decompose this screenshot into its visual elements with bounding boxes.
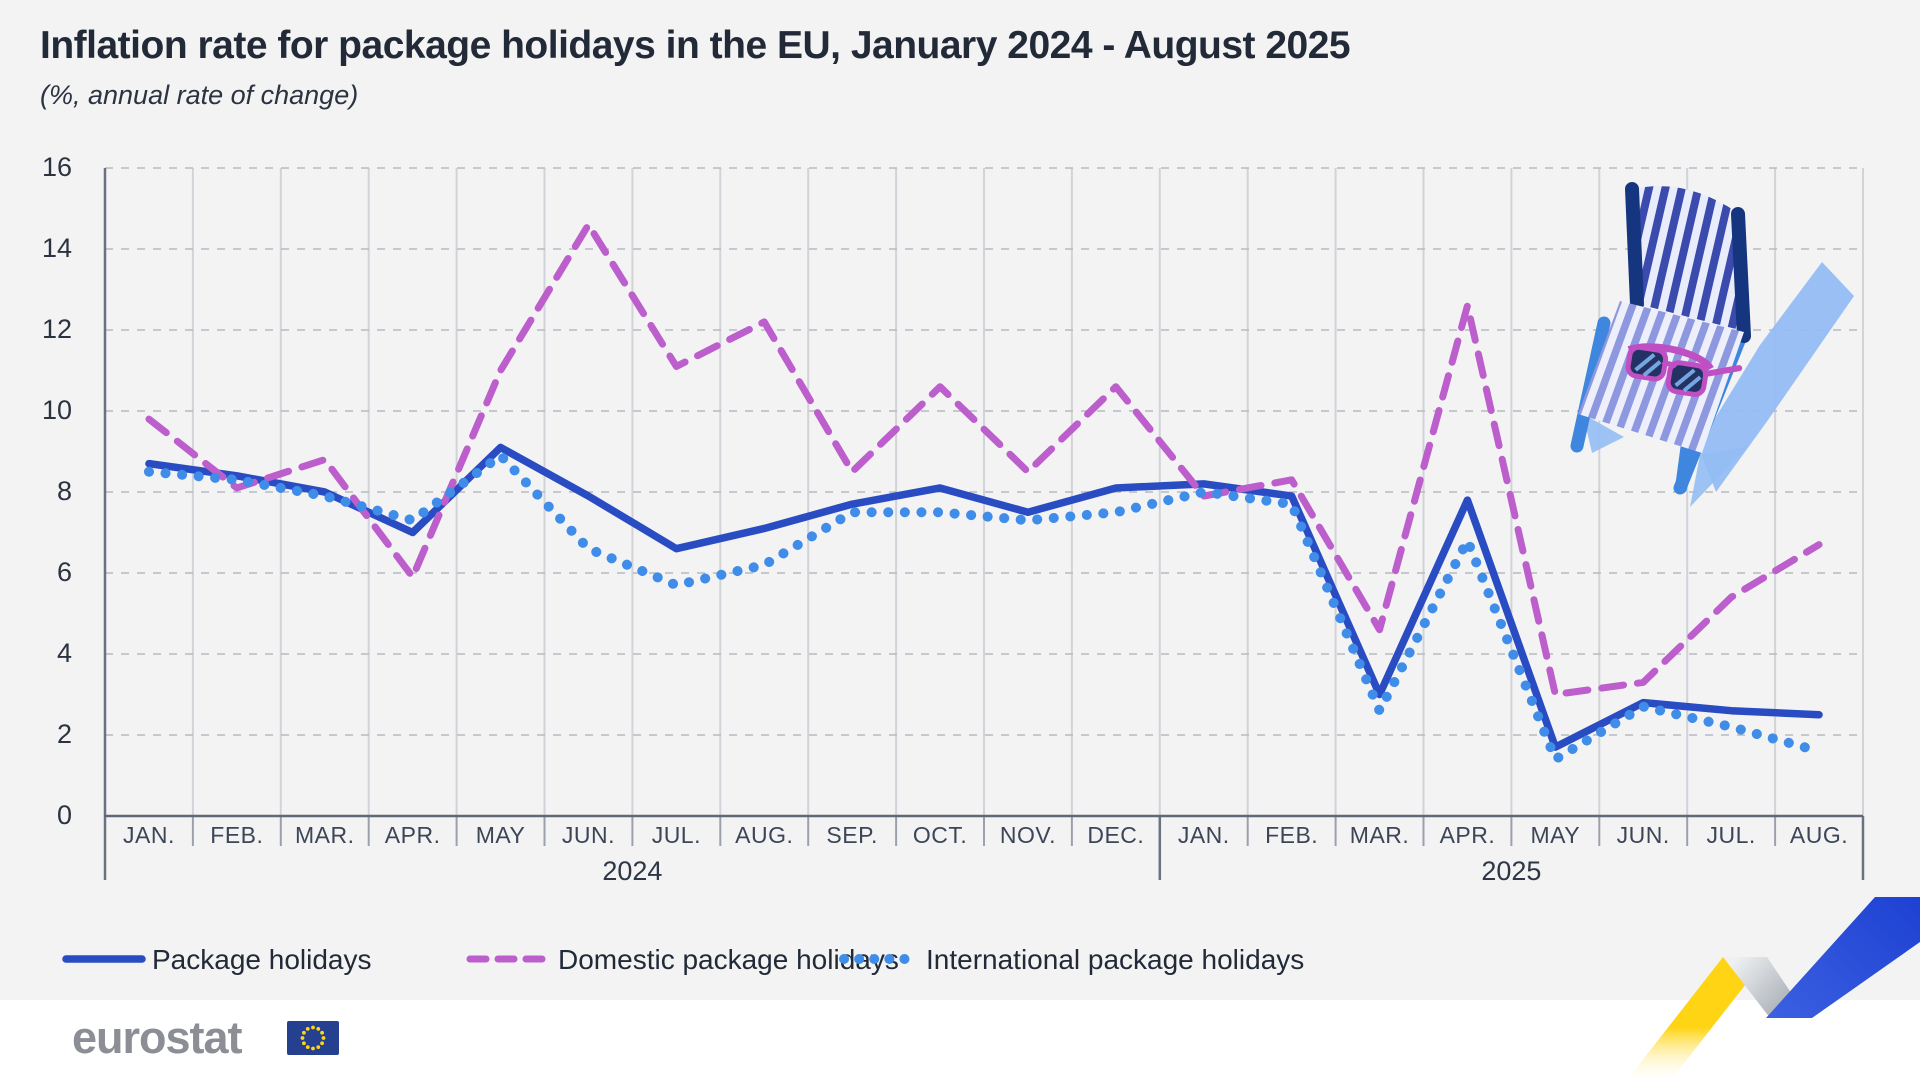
y-axis-label: 16	[41, 152, 72, 182]
month-label: APR.	[1439, 822, 1496, 848]
month-label: JAN.	[123, 822, 175, 848]
y-axis-label: 0	[56, 800, 72, 830]
series-line-dashed	[145, 221, 1823, 698]
eu-flag-star	[320, 1030, 324, 1035]
month-label: JUL.	[651, 822, 701, 848]
y-axis-label: 2	[56, 719, 72, 749]
month-label: JUL.	[1706, 822, 1756, 848]
month-label: DEC.	[1087, 822, 1145, 848]
eu-flag-star	[302, 1041, 306, 1046]
month-label: FEB.	[1265, 822, 1319, 848]
chair-rails	[1625, 182, 1751, 343]
month-label: MAY	[1530, 822, 1581, 848]
chart-subtitle: (%, annual rate of change)	[40, 80, 359, 110]
month-label: MAR.	[294, 822, 355, 848]
year-label: 2024	[602, 856, 663, 886]
month-label: OCT.	[912, 822, 968, 848]
month-label: MAY	[475, 822, 526, 848]
legend-line-solid	[62, 955, 146, 963]
eu-flag-star	[300, 1036, 305, 1040]
month-label: AUG.	[735, 822, 794, 848]
eu-flag-star	[316, 1027, 321, 1031]
eu-flag-star	[305, 1045, 310, 1049]
month-label: JAN.	[1177, 822, 1230, 848]
year-label: 2025	[1481, 856, 1542, 886]
month-label: FEB.	[210, 822, 264, 848]
eu-flag-star	[311, 1046, 315, 1051]
y-axis-label: 8	[56, 476, 72, 506]
chart-title: Inflation rate for package holidays in t…	[40, 24, 1351, 67]
y-axis-label: 10	[41, 395, 72, 425]
sunglasses-icon	[1625, 343, 1743, 397]
eurostat-logo-text: eurostat	[72, 1012, 243, 1063]
legend-label-package: Package holidays	[152, 944, 372, 975]
month-label: APR.	[384, 822, 441, 848]
month-label: SEP.	[826, 822, 878, 848]
month-label: JUN.	[561, 822, 615, 848]
month-label: NOV.	[999, 822, 1056, 848]
series-line-solid	[145, 443, 1823, 751]
eu-flag-star	[311, 1025, 315, 1030]
legend-line-dotted	[839, 954, 920, 964]
eu-flag-star	[320, 1041, 324, 1046]
eu-flag-icon	[287, 1021, 339, 1055]
eu-flag-star	[316, 1045, 321, 1049]
legend-line-dashed	[466, 955, 550, 963]
eu-flag-star	[302, 1030, 306, 1035]
chair-shadow	[1583, 262, 1854, 507]
month-label: JUN.	[1616, 822, 1670, 848]
eu-flag-star	[321, 1036, 326, 1040]
y-axis-label: 12	[41, 314, 72, 344]
y-axis-label: 6	[56, 557, 72, 587]
ribbon-blue-band	[1766, 897, 1920, 1018]
month-label: MAR.	[1349, 822, 1410, 848]
legend-label-international: International package holidays	[926, 944, 1305, 975]
chair-back-canvas	[1628, 186, 1744, 331]
y-axis-label: 4	[56, 638, 72, 668]
month-label: AUG.	[1789, 822, 1849, 848]
y-axis-label: 14	[41, 233, 72, 263]
eu-flag-star	[305, 1027, 310, 1031]
ribbon-yellow-band	[1627, 957, 1767, 1080]
series-line-dotted	[143, 450, 1825, 765]
